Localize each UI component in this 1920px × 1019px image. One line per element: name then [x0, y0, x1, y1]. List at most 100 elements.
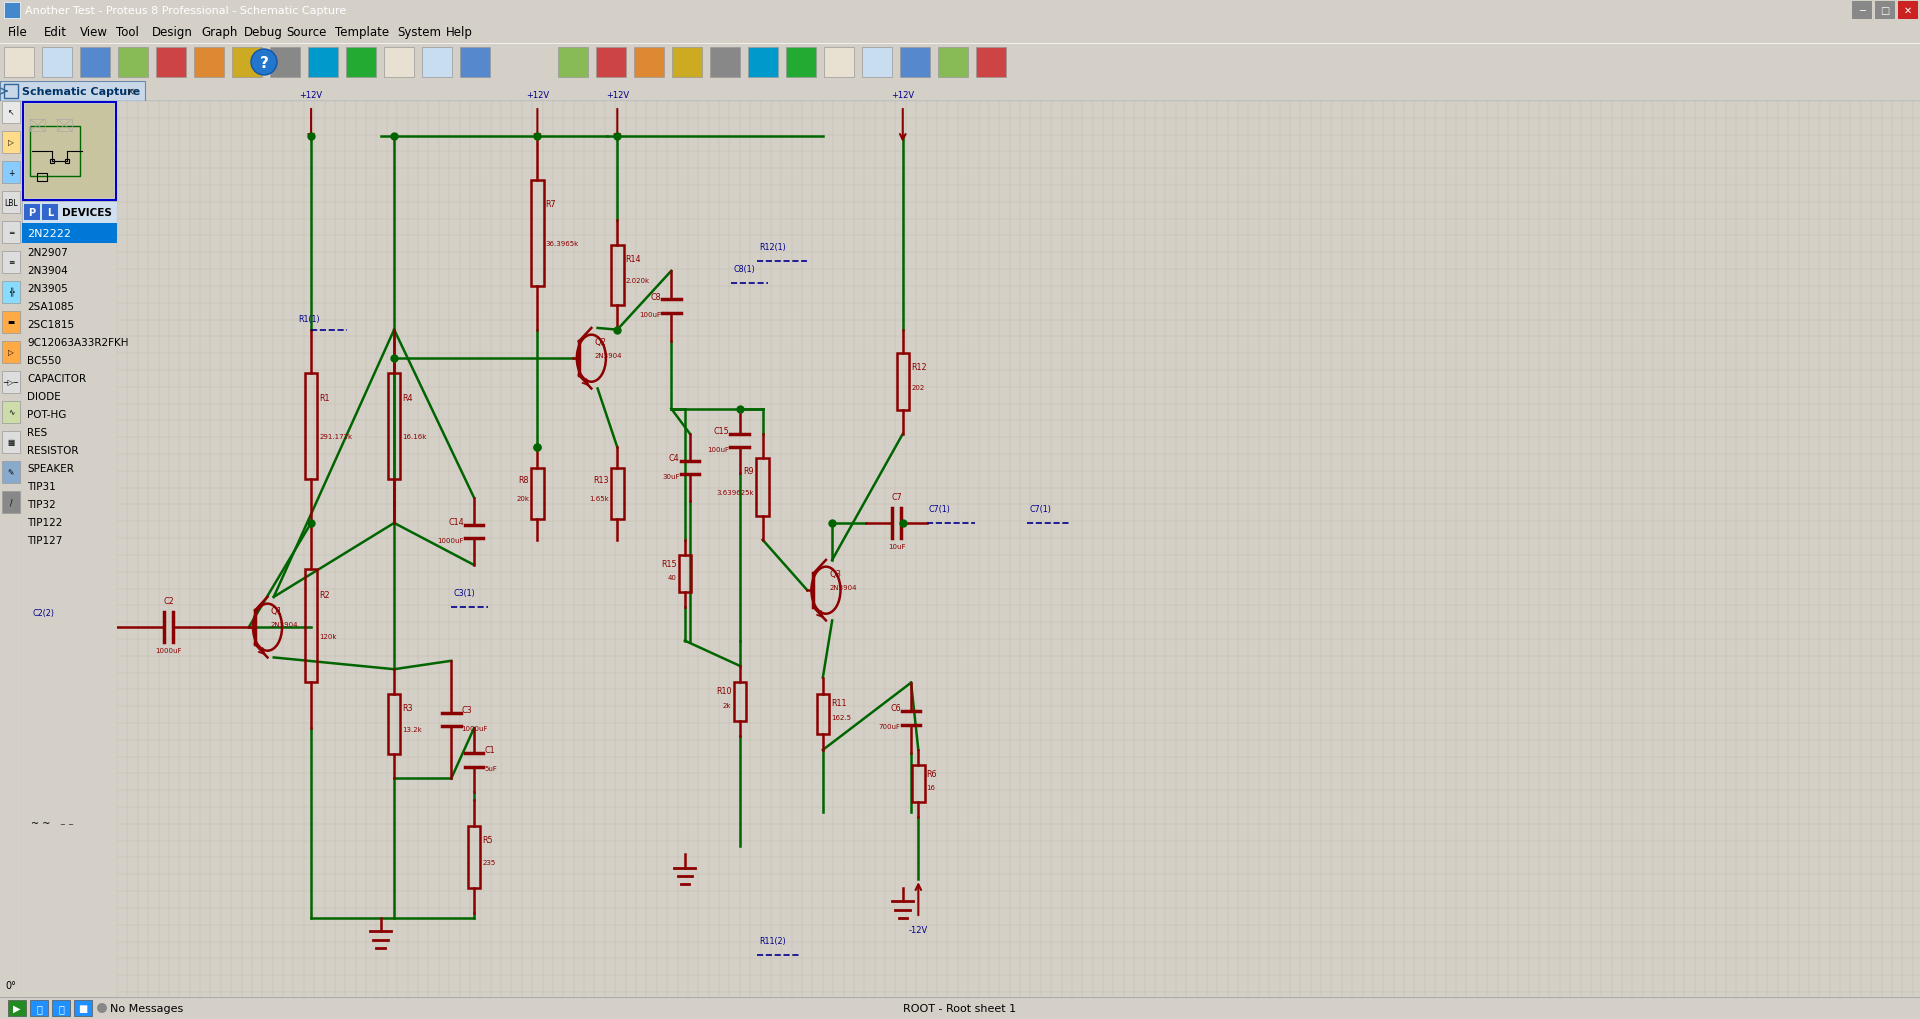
Text: C2(2): C2(2): [33, 608, 56, 618]
Text: 16: 16: [927, 784, 935, 790]
Text: 100uF: 100uF: [707, 446, 730, 452]
Bar: [862, 48, 893, 77]
Text: 2SC1815: 2SC1815: [27, 320, 75, 330]
Bar: [900, 48, 929, 77]
Text: No Messages: No Messages: [109, 1003, 182, 1013]
Text: 40: 40: [668, 574, 676, 580]
Text: R12(1): R12(1): [760, 243, 787, 252]
Text: ─: ─: [1859, 6, 1864, 16]
Bar: [559, 48, 588, 77]
Text: 120k: 120k: [319, 633, 336, 639]
Bar: [2, 491, 19, 514]
Text: R1: R1: [319, 393, 330, 403]
Text: ▬: ▬: [8, 318, 15, 327]
Bar: [939, 48, 968, 77]
Bar: [611, 469, 624, 520]
Text: 13.2k: 13.2k: [403, 727, 422, 733]
Text: Another Test - Proteus 8 Professional - Schematic Capture: Another Test - Proteus 8 Professional - …: [25, 6, 346, 16]
Text: C3: C3: [461, 705, 472, 714]
Text: Template: Template: [334, 26, 390, 40]
Text: Schematic Capture: Schematic Capture: [21, 87, 140, 97]
Circle shape: [252, 50, 276, 76]
Text: C8: C8: [651, 292, 660, 302]
Text: 2N2222: 2N2222: [27, 229, 71, 238]
Bar: [117, 48, 148, 77]
Bar: [388, 694, 401, 754]
Circle shape: [98, 1003, 108, 1013]
Text: 1.65k: 1.65k: [589, 495, 609, 501]
Text: 9C12063A33R2FKH: 9C12063A33R2FKH: [27, 337, 129, 347]
Bar: [468, 825, 480, 888]
Text: 162.5: 162.5: [831, 714, 851, 720]
Text: R2: R2: [319, 591, 330, 599]
Text: System: System: [397, 26, 442, 40]
Bar: [31, 127, 81, 177]
Text: Graph: Graph: [202, 26, 238, 40]
Text: Q1: Q1: [271, 606, 282, 615]
Bar: [42, 48, 73, 77]
Bar: [194, 48, 225, 77]
Text: 10uF: 10uF: [887, 543, 906, 549]
Text: ─▷─: ─▷─: [4, 378, 19, 387]
Text: 291.172k: 291.172k: [319, 433, 353, 439]
Bar: [2, 281, 19, 304]
Bar: [824, 48, 854, 77]
Text: 2N3904: 2N3904: [27, 266, 67, 276]
Bar: [785, 48, 816, 77]
Bar: [897, 354, 908, 411]
Text: 0°: 0°: [6, 980, 17, 990]
Text: 16.16k: 16.16k: [403, 433, 426, 439]
Text: Debug: Debug: [244, 26, 282, 40]
Bar: [81, 48, 109, 77]
Text: ═: ═: [10, 228, 13, 237]
Text: C1: C1: [484, 746, 495, 755]
Bar: [2, 432, 19, 453]
Text: R8: R8: [518, 476, 530, 485]
Text: Design: Design: [152, 26, 192, 40]
Text: 30uF: 30uF: [662, 474, 680, 479]
Bar: [2, 131, 19, 154]
Text: Edit: Edit: [44, 26, 67, 40]
Text: LBL: LBL: [4, 199, 17, 207]
Text: R11: R11: [831, 699, 847, 708]
Bar: [2, 341, 19, 364]
Text: 100uF: 100uF: [639, 312, 660, 318]
Text: ╬: ╬: [10, 288, 13, 298]
Bar: [31, 1000, 48, 1016]
Text: R7: R7: [545, 201, 557, 209]
Text: CAPACITOR: CAPACITOR: [27, 374, 86, 383]
Text: 2k: 2k: [724, 702, 732, 708]
Text: DEVICES: DEVICES: [61, 208, 111, 218]
Bar: [2, 102, 19, 124]
Text: View: View: [81, 26, 108, 40]
Bar: [156, 48, 186, 77]
Text: +12V: +12V: [605, 92, 630, 100]
Bar: [710, 48, 739, 77]
Text: R1(1): R1(1): [300, 315, 321, 324]
Text: Source: Source: [286, 26, 326, 40]
Bar: [611, 246, 624, 306]
Text: □: □: [1880, 6, 1889, 16]
Bar: [4, 48, 35, 77]
Text: SPEAKER: SPEAKER: [27, 464, 73, 474]
Text: 3.639625k: 3.639625k: [716, 489, 755, 495]
Text: 5uF: 5uF: [484, 765, 497, 771]
Bar: [2, 372, 19, 393]
Text: R14: R14: [626, 255, 641, 264]
Bar: [756, 459, 768, 517]
Bar: [305, 374, 317, 480]
Bar: [749, 48, 778, 77]
Text: +12V: +12V: [891, 92, 914, 100]
Text: +12V: +12V: [300, 92, 323, 100]
Text: C15: C15: [714, 427, 730, 435]
Text: 235: 235: [482, 859, 495, 865]
Text: 2N3904: 2N3904: [829, 584, 856, 590]
Text: P: P: [29, 208, 36, 218]
Bar: [1899, 2, 1918, 20]
Bar: [21, 224, 117, 244]
Bar: [232, 48, 261, 77]
Bar: [75, 1000, 92, 1016]
Text: 202: 202: [912, 384, 924, 390]
Bar: [8, 1000, 27, 1016]
Text: RES: RES: [27, 428, 48, 437]
